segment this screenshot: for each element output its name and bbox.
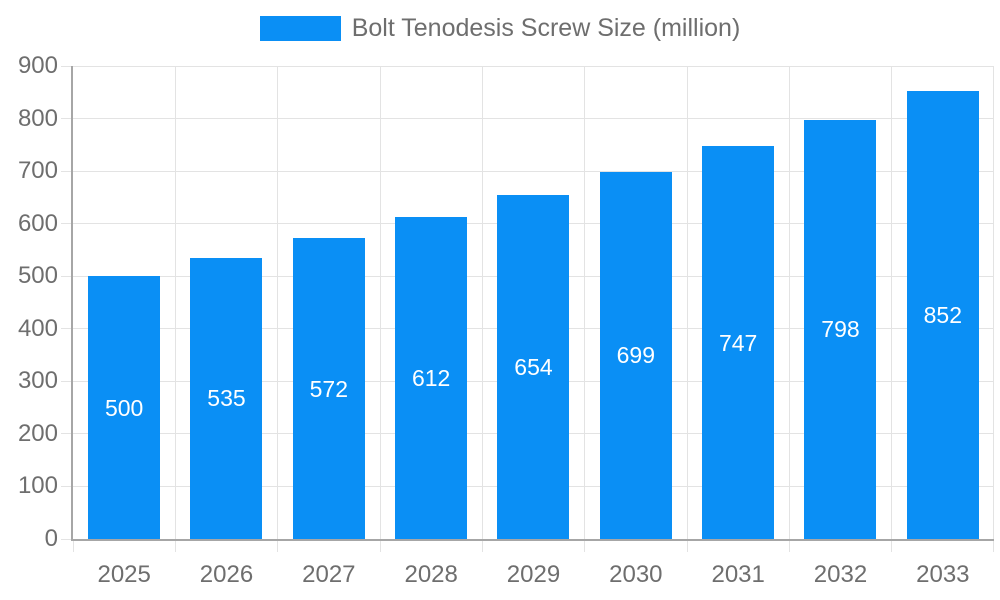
gridline-h [73, 118, 994, 120]
bar[interactable]: 852 [906, 91, 979, 539]
x-tick-label: 2027 [302, 561, 356, 588]
y-axis-tick [61, 223, 73, 225]
bar[interactable]: 747 [702, 146, 775, 539]
y-tick-label: 700 [17, 157, 58, 185]
x-axis-line [71, 539, 994, 541]
bar-value-label: 798 [821, 316, 860, 343]
x-axis-tick [992, 539, 994, 552]
chart-legend[interactable]: Bolt Tenodesis Screw Size (million) [0, 14, 1000, 42]
gridline-v [481, 66, 483, 539]
gridline-v [379, 66, 381, 539]
x-tick-label: 2032 [813, 561, 868, 588]
x-axis-tick [891, 539, 893, 552]
y-tick-label: 300 [17, 367, 58, 395]
y-axis-tick [61, 433, 73, 435]
y-axis-tick [61, 328, 73, 330]
gridline-v [992, 66, 994, 539]
y-tick-label: 600 [17, 209, 58, 237]
bar-value-label: 612 [411, 365, 451, 392]
gridline-v [174, 66, 176, 539]
gridline-h [73, 65, 994, 67]
y-tick-label: 400 [17, 314, 58, 342]
bar[interactable]: 798 [804, 119, 877, 539]
y-tick-label: 900 [17, 52, 58, 79]
bar-value-label: 500 [104, 394, 144, 421]
x-tick-label: 2029 [506, 561, 561, 588]
x-axis-tick [72, 539, 74, 552]
y-tick-label: 0 [44, 525, 58, 552]
y-tick-label: 500 [17, 262, 58, 290]
bar[interactable]: 572 [292, 238, 365, 539]
x-axis-tick [481, 539, 483, 552]
y-tick-label: 100 [17, 472, 58, 500]
bar-value-label: 654 [514, 354, 553, 381]
bar[interactable]: 612 [395, 217, 468, 539]
gridline-v [686, 66, 688, 539]
y-axis-tick [61, 485, 73, 487]
x-axis-tick [788, 539, 790, 552]
plot-area: 500 535 572 612 654 699 747 798 852 [61, 65, 994, 552]
bar-value-label: 852 [923, 302, 963, 329]
y-axis-tick [61, 275, 73, 277]
bar[interactable]: 654 [497, 195, 570, 539]
x-tick-label: 2031 [711, 561, 765, 588]
x-tick-label: 2030 [609, 561, 663, 588]
x-axis-tick [379, 539, 381, 552]
gridline-v [584, 66, 586, 539]
gridline-h [73, 170, 994, 172]
x-axis-tick [277, 539, 279, 552]
x-tick-label: 2026 [199, 561, 254, 588]
gridline-v [277, 66, 279, 539]
bar-value-label: 535 [207, 385, 246, 412]
bar-value-label: 572 [309, 375, 349, 402]
bar[interactable]: 699 [599, 171, 672, 539]
y-axis-line [71, 66, 73, 539]
y-axis-tick [61, 170, 73, 172]
x-tick-label: 2028 [404, 561, 458, 588]
y-axis-tick [61, 118, 73, 120]
gridline-v [891, 66, 893, 539]
bar[interactable]: 500 [88, 276, 161, 539]
y-axis-tick [61, 538, 73, 540]
x-tick-label: 2025 [97, 561, 151, 588]
y-tick-label: 200 [17, 419, 58, 447]
y-tick-label: 800 [17, 104, 58, 132]
bar-value-label: 699 [616, 342, 656, 369]
x-axis-tick [174, 539, 176, 552]
x-axis-tick [686, 539, 688, 552]
y-axis-tick [61, 65, 73, 67]
x-tick-label: 2033 [916, 561, 970, 588]
y-axis-tick [61, 380, 73, 382]
legend-label: Bolt Tenodesis Screw Size (million) [351, 14, 741, 42]
bar-value-label: 747 [718, 329, 758, 356]
gridline-v [788, 66, 790, 539]
legend-swatch [259, 15, 341, 41]
x-axis-tick [584, 539, 586, 552]
bar[interactable]: 535 [190, 257, 263, 539]
